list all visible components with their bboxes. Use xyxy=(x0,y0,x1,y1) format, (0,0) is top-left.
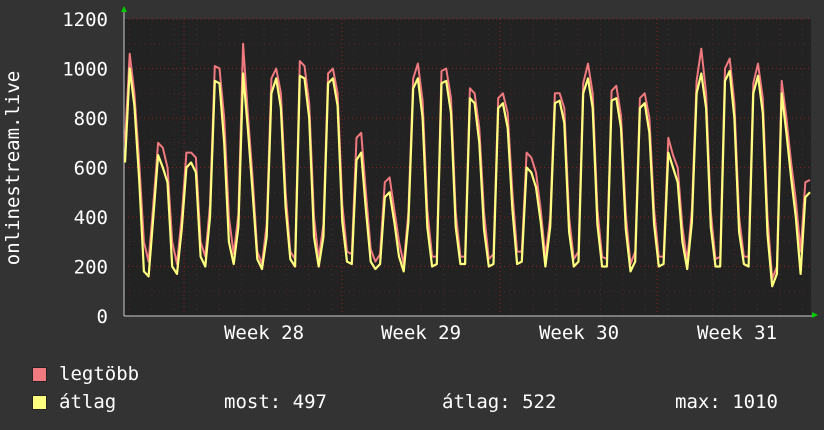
y-tick-label: 0 xyxy=(97,306,108,328)
legend-label-avg: átlag xyxy=(59,391,117,413)
stat-max: max: 1010 xyxy=(675,391,778,413)
x-tick-label: Week 31 xyxy=(697,322,777,344)
y-axis-arrow xyxy=(121,6,127,12)
y-tick-label: 600 xyxy=(74,158,108,180)
series-group xyxy=(123,42,811,288)
x-ticks: Week 28 Week 29 Week 30 Week 31 xyxy=(224,322,777,344)
y-tick-label: 1000 xyxy=(62,59,108,81)
y-tick-label: 400 xyxy=(74,207,108,229)
series-line-average xyxy=(123,67,811,288)
y-tick-label: 800 xyxy=(74,108,108,130)
y-tick-label: 200 xyxy=(74,257,108,279)
x-tick-label: Week 30 xyxy=(539,322,619,344)
x-tick-label: Week 29 xyxy=(381,322,461,344)
stat-most: most: 497 xyxy=(224,391,327,413)
legend-swatch-avg xyxy=(32,394,47,410)
y-tick-label: 1200 xyxy=(62,9,108,31)
x-axis-arrow xyxy=(812,312,818,318)
y-axis-label: onlinestream.live xyxy=(2,71,24,265)
legend-item-avg: átlag xyxy=(32,391,116,413)
legend-item-max: legtöbb xyxy=(32,363,139,385)
stat-average: átlag: 522 xyxy=(442,391,557,413)
y-ticks: 0 200 400 600 800 1000 1200 xyxy=(62,9,108,328)
legend-swatch-max xyxy=(32,366,47,382)
x-tick-label: Week 28 xyxy=(224,322,304,344)
legend-label-max: legtöbb xyxy=(59,363,140,385)
